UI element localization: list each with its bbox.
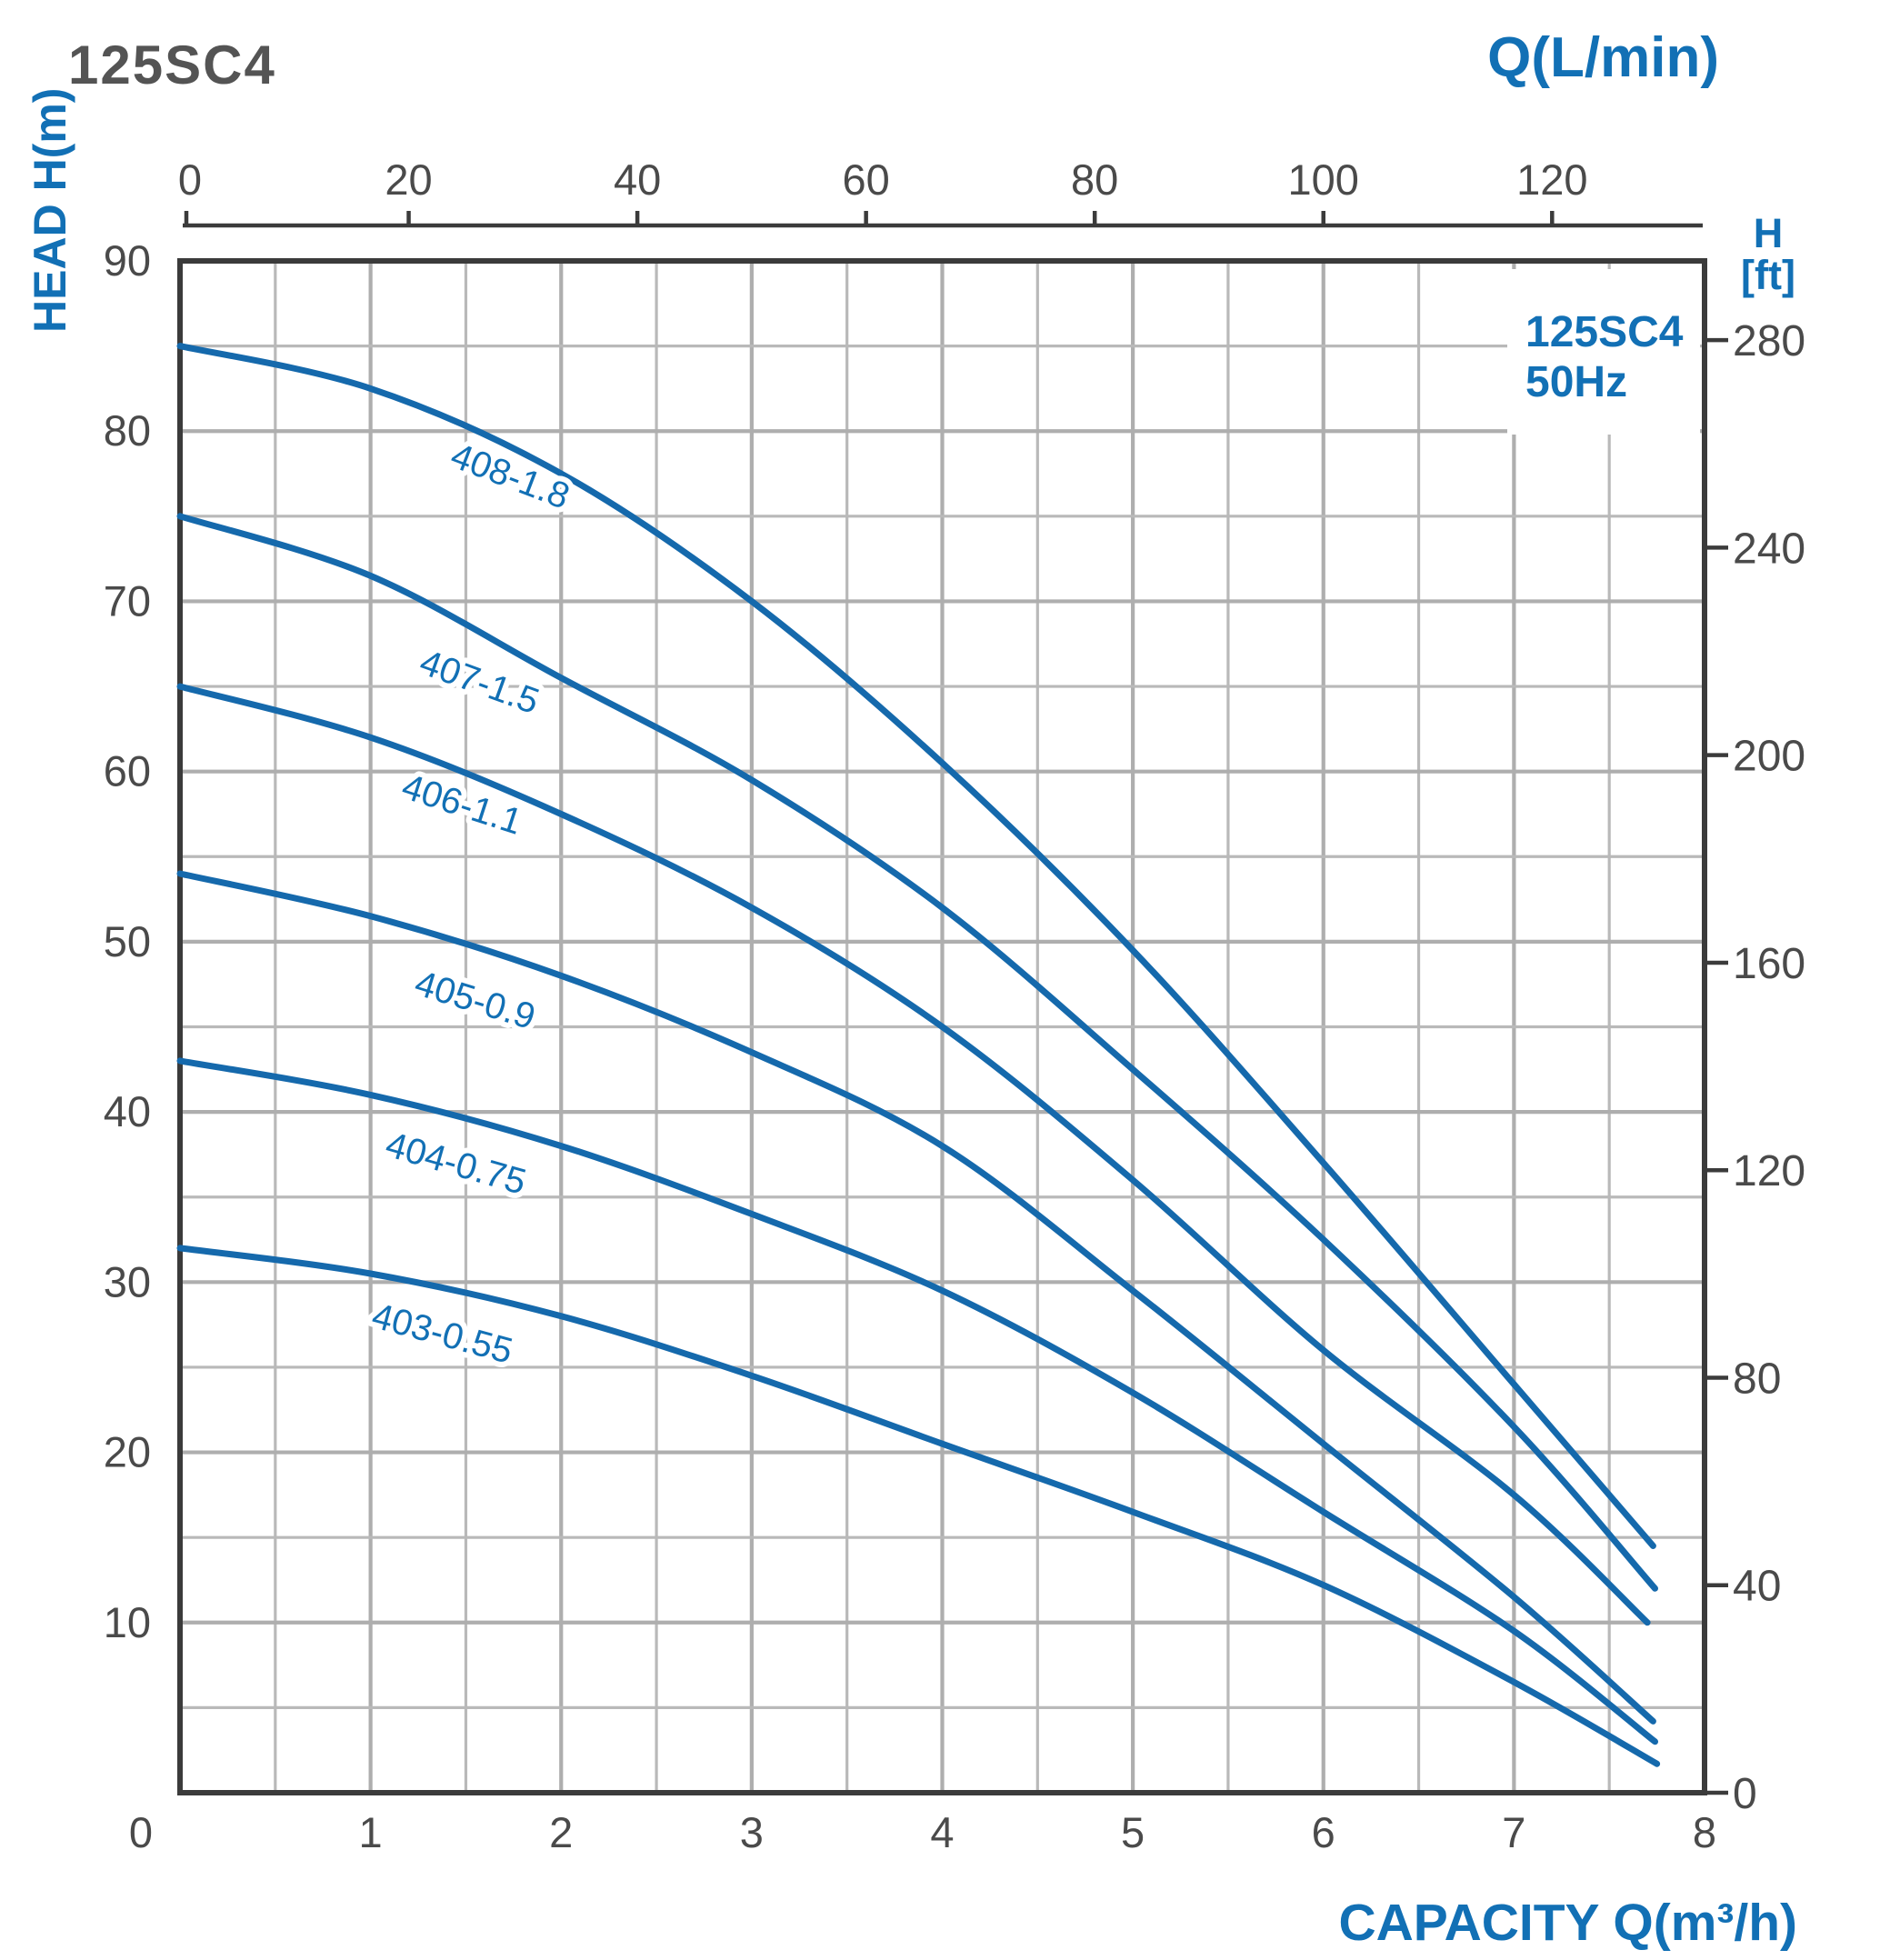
right-tick-label-40: 40 — [1733, 1563, 1781, 1611]
bottom-tick-label-3: 3 — [740, 1808, 764, 1856]
axes-layer: 0 20 40 60 80 100 1209080706050403020102802402… — [104, 155, 1805, 1856]
curve-label-406-1.1: 406-1.1 — [397, 766, 527, 843]
right-tick-label-0: 0 — [1733, 1770, 1757, 1818]
top-tick-label-100: 100 — [1288, 155, 1359, 204]
left-tick-label-50: 50 — [104, 917, 151, 965]
plot-border — [177, 258, 1707, 1795]
curve-404-0.75 — [176, 1057, 1658, 1745]
curve-407-1.5 — [176, 513, 1658, 1592]
left-tick-label-30: 30 — [104, 1257, 151, 1305]
curve-406-1.1 — [176, 683, 1651, 1626]
top-tick-label-60: 60 — [843, 155, 890, 204]
curve-403-0.55 — [176, 1245, 1661, 1767]
top-tick-label-120: 120 — [1516, 155, 1587, 204]
right-tick-label-280: 280 — [1733, 317, 1805, 365]
left-tick-label-60: 60 — [104, 747, 151, 795]
curves-layer: 408-1.8407-1.5406-1.1405-0.9404-0.75403-… — [176, 343, 1661, 1767]
grid-layer — [180, 261, 1705, 1793]
bottom-tick-label-7: 7 — [1502, 1808, 1525, 1856]
bottom-tick-label-6: 6 — [1312, 1808, 1335, 1856]
curve-408-1.8 — [176, 343, 1656, 1549]
curve-label-404-0.75: 404-0.75 — [381, 1125, 530, 1203]
top-axis-title: Q(L/min) — [1487, 26, 1719, 89]
bottom-tick-label-5: 5 — [1121, 1808, 1145, 1856]
bottom-axis-title: CAPACITY Q(m³/h) — [1338, 1894, 1797, 1952]
left-axis-title: HEAD H(m) — [25, 88, 75, 333]
legend-model: 125SC4 — [1525, 308, 1684, 356]
left-tick-label-40: 40 — [104, 1087, 151, 1135]
page-title: 125SC4 — [68, 35, 276, 95]
left-tick-label-20: 20 — [104, 1428, 151, 1476]
right-axis-unit: [ft] — [1741, 252, 1795, 298]
right-axis-title: H — [1754, 210, 1784, 256]
right-tick-label-160: 160 — [1733, 940, 1805, 988]
right-tick-label-240: 240 — [1733, 525, 1805, 573]
legend-frequency: 50Hz — [1525, 358, 1627, 406]
right-tick-label-200: 200 — [1733, 733, 1805, 781]
top-tick-label-0: 0 — [178, 155, 202, 204]
left-tick-label-80: 80 — [104, 406, 151, 455]
curve-label-403-0.55: 403-0.55 — [368, 1295, 517, 1371]
right-tick-label-120: 120 — [1733, 1147, 1805, 1195]
top-tick-label-20: 20 — [385, 155, 432, 204]
bottom-tick-label-0: 0 — [129, 1808, 153, 1856]
bottom-tick-label-2: 2 — [549, 1808, 573, 1856]
bottom-tick-label-8: 8 — [1693, 1808, 1716, 1856]
right-tick-label-80: 80 — [1733, 1355, 1781, 1403]
top-tick-label-40: 40 — [614, 155, 661, 204]
left-tick-label-10: 10 — [104, 1598, 151, 1646]
legend-box — [1507, 269, 1700, 435]
left-tick-label-70: 70 — [104, 576, 151, 625]
top-tick-label-80: 80 — [1071, 155, 1118, 204]
bottom-tick-label-1: 1 — [359, 1808, 383, 1856]
left-tick-label-90: 90 — [104, 236, 151, 285]
curve-405-0.9 — [176, 870, 1656, 1725]
bottom-tick-label-4: 4 — [930, 1808, 954, 1856]
